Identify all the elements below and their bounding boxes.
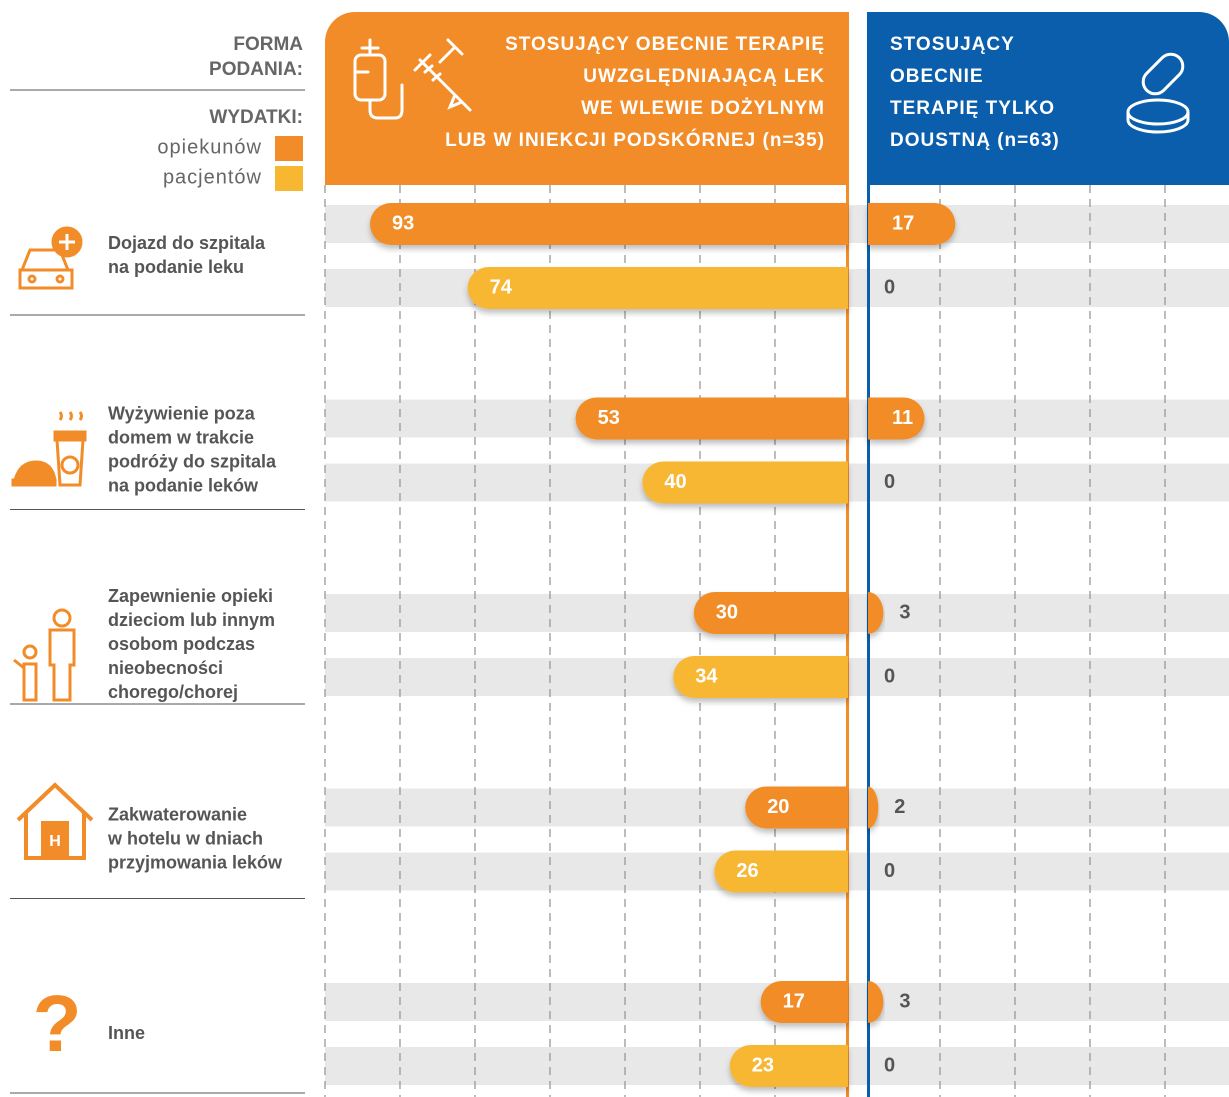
food-icon — [11, 411, 87, 487]
category-label: dzieciom lub innym — [108, 610, 275, 630]
legend-swatch — [275, 166, 303, 191]
panel-title: LUB W INIEKCJI PODSKÓRNEJ (n=35) — [445, 129, 825, 151]
legend-label: opiekunów — [157, 136, 262, 158]
iv-icon — [353, 38, 472, 120]
divider — [867, 12, 870, 1097]
category-label: osobom podczas — [108, 634, 255, 654]
question-icon: ? — [33, 979, 82, 1068]
svg-text:H: H — [49, 833, 61, 850]
value-label: 11 — [892, 407, 913, 429]
value-label: 93 — [392, 212, 414, 234]
bar — [868, 981, 884, 1023]
legend-title: FORMA — [233, 34, 303, 55]
bar — [868, 397, 925, 440]
panel-title: STOSUJĄCY — [890, 34, 1015, 55]
svg-text:?: ? — [33, 979, 82, 1068]
bar — [714, 850, 848, 893]
category-label: chorego/chorej — [108, 682, 238, 702]
panel-header — [325, 12, 848, 185]
bar — [693, 592, 848, 634]
category-label: na podanie leków — [108, 475, 259, 495]
panel-title: UWZGLĘDNIAJĄCĄ LEK — [583, 66, 825, 87]
value-label: 3 — [899, 990, 910, 1012]
panel-title: STOSUJĄCY OBECNIE TERAPIĘ — [505, 34, 825, 55]
panel-title: DOUSTNĄ (n=63) — [890, 130, 1060, 151]
value-label: 0 — [884, 1054, 895, 1076]
bar — [729, 1045, 848, 1087]
bar — [868, 592, 884, 634]
category-label: domem w trakcie — [108, 427, 254, 447]
category-label: Zakwaterowanie — [108, 804, 247, 824]
value-label: 0 — [884, 276, 895, 298]
category-label: przyjmowania leków — [108, 852, 283, 872]
car-icon — [18, 226, 83, 290]
bar — [642, 461, 848, 504]
value-label: 74 — [490, 276, 513, 298]
value-label: 2 — [894, 796, 905, 818]
divider — [846, 12, 849, 1097]
row-bands — [325, 205, 1229, 1085]
value-label: 3 — [899, 601, 910, 623]
category-label: podróży do szpitala — [108, 451, 277, 471]
bar — [868, 203, 956, 245]
category-label: Inne — [108, 1023, 145, 1043]
value-label: 20 — [767, 796, 789, 818]
bar — [868, 786, 879, 829]
value-label: 17 — [783, 990, 805, 1012]
category-label: Dojazd do szpitala — [108, 233, 266, 253]
value-label: 53 — [598, 407, 620, 429]
category-label: Zapewnienie opieki — [108, 586, 273, 606]
panel-header — [868, 12, 1229, 185]
category-label: Wyżywienie poza — [108, 403, 256, 423]
category-label: w hotelu w dniach — [107, 828, 263, 848]
value-label: 0 — [884, 471, 895, 493]
panel-title: WE WLEWIE DOŻYLNYM — [581, 98, 825, 119]
value-label: 26 — [736, 860, 758, 882]
bar — [760, 981, 848, 1023]
legend-title: PODANIA: — [209, 59, 303, 80]
value-label: 0 — [884, 860, 895, 882]
bar — [745, 786, 848, 829]
value-label: 0 — [884, 665, 895, 687]
hotel-icon: H — [16, 782, 94, 860]
legend-label: pacjentów — [163, 166, 262, 188]
value-label: 34 — [695, 665, 718, 687]
grid — [324, 185, 1166, 1097]
bar — [575, 397, 848, 440]
category-label: nieobecności — [108, 658, 223, 678]
panel-title: TERAPIĘ TYLKO — [890, 98, 1055, 119]
category-label: na podanie leku — [108, 257, 244, 277]
value-label: 30 — [716, 601, 738, 623]
bar — [369, 203, 848, 245]
legend-title: WYDATKI: — [209, 107, 303, 128]
rows: Dojazd do szpitala na podanie leku 93 17 74 0… — [10, 203, 956, 1094]
value-label: 40 — [664, 471, 686, 493]
value-label: 23 — [752, 1054, 774, 1076]
bar — [673, 656, 848, 698]
value-label: 17 — [892, 212, 914, 234]
panel-title: OBECNIE — [890, 66, 984, 87]
pill-icon — [1126, 52, 1190, 134]
bar — [467, 267, 848, 309]
people-icon — [13, 608, 76, 702]
legend-swatch — [275, 136, 303, 161]
